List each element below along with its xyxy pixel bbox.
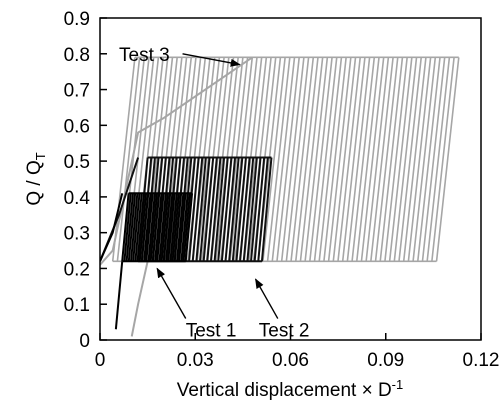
series-initial-loading-0 xyxy=(100,56,253,266)
annotation-layer: Test 3 Test 1 Test 2 xyxy=(119,45,309,341)
series-initial-unloading-2 xyxy=(114,261,124,330)
y-tick-label: 0.8 xyxy=(64,45,90,66)
test-2-arrow xyxy=(254,278,279,319)
series-test-1 xyxy=(100,192,194,330)
x-tick-label: 0.06 xyxy=(272,350,309,371)
y-axis-title: Q / QT xyxy=(24,152,48,205)
y-tick-label: 0.2 xyxy=(64,259,90,280)
x-axis-title-sup: -1 xyxy=(392,377,404,392)
y-tick-label: 0.6 xyxy=(64,116,90,137)
test-3-label: Test 3 xyxy=(119,45,170,66)
series-initial-loading-2 xyxy=(100,193,124,262)
test-1-arrow xyxy=(156,267,187,319)
y-tick-label: 0.5 xyxy=(64,152,90,173)
y-tick-label: 0.1 xyxy=(64,295,90,316)
y-tick-label: 0.7 xyxy=(64,81,90,102)
x-tick-label: 0 xyxy=(95,350,106,371)
series-cycles-2 xyxy=(121,192,194,263)
y-tick-label: 0 xyxy=(79,331,90,352)
y-tick-label: 0.9 xyxy=(64,9,90,30)
y-tick-label: 0.4 xyxy=(64,188,91,209)
x-tick-label: 0.03 xyxy=(177,350,214,371)
y-axis-title-text: Q / Q xyxy=(24,160,45,205)
series-layer xyxy=(100,56,460,337)
test-3-arrow xyxy=(182,53,241,67)
test-1-label: Test 1 xyxy=(186,320,237,341)
x-axis-title-text: Vertical displacement × D xyxy=(177,380,392,401)
y-axis-title-sub: T xyxy=(33,152,48,160)
ticks-layer: 0 0.03 0.06 0.09 0.12 0 0.1 0.2 0.3 0.4 0.5 0.6 0.7 0… xyxy=(64,9,499,371)
x-tick-label: 0.09 xyxy=(367,350,404,371)
x-axis-title: Vertical displacement × D-1 xyxy=(177,377,403,401)
series-initial-unloading-0 xyxy=(130,261,149,337)
test-2-label: Test 2 xyxy=(259,320,310,341)
x-tick-label: 0.12 xyxy=(463,350,499,371)
y-tick-label: 0.3 xyxy=(64,224,90,245)
